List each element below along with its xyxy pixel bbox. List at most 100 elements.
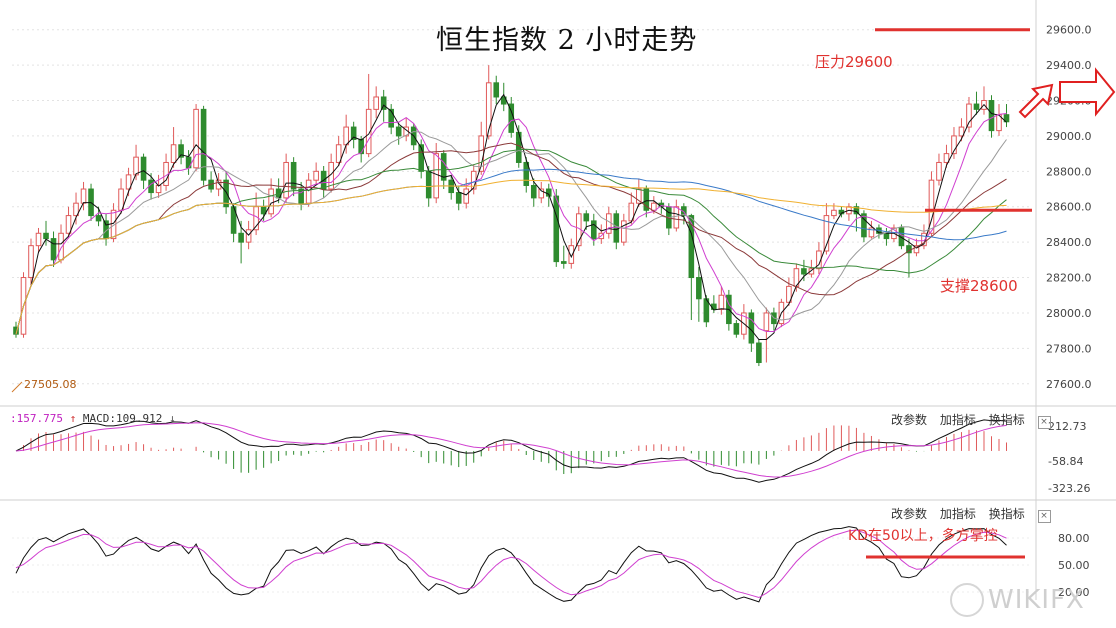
candle-body bbox=[133, 156, 139, 176]
candle-body bbox=[178, 144, 184, 158]
watermark-logo-icon bbox=[950, 583, 984, 617]
candle-body bbox=[733, 323, 740, 335]
candle-body bbox=[861, 213, 867, 238]
kd-tick-label: 50.00 bbox=[1058, 559, 1090, 572]
candle-body bbox=[170, 144, 177, 163]
candle-body bbox=[455, 192, 462, 204]
candle-body bbox=[613, 213, 620, 243]
add-indicator-button[interactable]: 加指标 bbox=[939, 507, 976, 521]
candle-body bbox=[290, 161, 297, 190]
candle-body bbox=[298, 188, 304, 204]
candle-body bbox=[380, 96, 387, 110]
candle-body bbox=[43, 232, 49, 240]
arrow-up-right-icon bbox=[1018, 83, 1054, 119]
candle-body bbox=[651, 202, 657, 211]
candle-body bbox=[305, 179, 312, 204]
swap-indicator-button[interactable]: 换指标 bbox=[988, 413, 1025, 427]
candle-body bbox=[988, 100, 995, 132]
candle-body bbox=[786, 285, 792, 303]
close-panel-button[interactable]: × bbox=[1037, 416, 1051, 429]
ma-line-gray bbox=[15, 130, 1007, 335]
candle-body bbox=[936, 161, 942, 181]
y-tick-label: 27600.0 bbox=[1046, 378, 1092, 391]
candle-body bbox=[756, 342, 762, 364]
candle-body bbox=[583, 213, 590, 222]
candle-body bbox=[853, 206, 860, 215]
y-tick-label: 29600.0 bbox=[1046, 24, 1092, 37]
arrow-right-icon bbox=[1059, 67, 1116, 117]
macd-dea-line bbox=[15, 422, 1007, 478]
candle-body bbox=[95, 215, 102, 222]
resistance-annotation: 压力29600 bbox=[815, 53, 893, 71]
candle-body bbox=[883, 232, 890, 240]
macd-tick-label: 212.73 bbox=[1048, 420, 1087, 433]
candle-body bbox=[868, 227, 875, 238]
modify-params-button[interactable]: 改参数 bbox=[891, 413, 928, 427]
ma-line-magenta bbox=[15, 113, 1007, 335]
swap-indicator-button[interactable]: 换指标 bbox=[988, 507, 1025, 521]
candle-body bbox=[636, 188, 642, 204]
candle-body bbox=[523, 161, 530, 186]
y-tick-label: 29000.0 bbox=[1046, 130, 1092, 143]
candle-body bbox=[73, 202, 79, 217]
support-annotation: 支撑28600 bbox=[940, 277, 1018, 295]
arrow-down-icon: ↓ bbox=[168, 412, 176, 425]
candle-body bbox=[921, 232, 927, 247]
candle-body bbox=[238, 232, 244, 243]
candle-body bbox=[313, 170, 319, 181]
candle-body bbox=[80, 188, 87, 204]
candle-body bbox=[463, 188, 470, 204]
candle-body bbox=[35, 232, 42, 247]
low-value-label: 27505.08 bbox=[24, 378, 77, 391]
candle-body bbox=[215, 179, 222, 190]
kd-d-line bbox=[15, 529, 1007, 599]
candle-body bbox=[335, 144, 342, 163]
y-tick-label: 28000.0 bbox=[1046, 307, 1092, 320]
candle-body bbox=[200, 108, 207, 181]
y-tick-label: 28600.0 bbox=[1046, 201, 1092, 214]
modify-params-button[interactable]: 改参数 bbox=[891, 507, 928, 521]
candle-body bbox=[951, 135, 957, 155]
macd-legend: :157.775 ↑ MACD:109.912 ↓ bbox=[10, 412, 176, 425]
candle-body bbox=[898, 227, 905, 247]
ma-line-brown bbox=[15, 142, 1007, 335]
candle-body bbox=[395, 126, 402, 137]
y-tick-label: 28800.0 bbox=[1046, 165, 1092, 178]
candle-body bbox=[688, 215, 695, 279]
candle-body bbox=[140, 156, 147, 181]
macd-toolbar: 改参数 加指标 换指标 × bbox=[882, 411, 1051, 429]
candle-body bbox=[425, 170, 432, 199]
candle-body bbox=[621, 220, 627, 243]
candle-body bbox=[260, 206, 267, 215]
arrow-up-icon: ↑ bbox=[69, 412, 77, 425]
candle-body bbox=[485, 82, 492, 137]
y-tick-label: 28400.0 bbox=[1046, 236, 1092, 249]
candle-body bbox=[283, 161, 289, 199]
kd-tick-label: 80.00 bbox=[1058, 532, 1090, 545]
ma-line-black bbox=[15, 93, 1007, 340]
candle-body bbox=[718, 294, 725, 310]
candle-body bbox=[763, 312, 770, 332]
candle-body bbox=[913, 245, 920, 254]
candle-body bbox=[365, 108, 372, 155]
candle-body bbox=[560, 261, 567, 264]
watermark-text: WIKIFX bbox=[988, 585, 1085, 615]
candle-body bbox=[801, 268, 807, 275]
candle-body bbox=[545, 188, 552, 197]
macd-tick-label: -323.26 bbox=[1048, 482, 1090, 495]
candle-body bbox=[28, 245, 34, 279]
macd-prefix-value: :157.775 bbox=[10, 412, 63, 425]
close-panel-button[interactable]: × bbox=[1037, 510, 1051, 523]
y-tick-label: 29400.0 bbox=[1046, 59, 1092, 72]
candle-body bbox=[808, 268, 815, 275]
candle-body bbox=[418, 144, 425, 172]
candle-body bbox=[125, 174, 132, 190]
candle-body bbox=[350, 126, 357, 140]
candle-body bbox=[193, 108, 199, 169]
macd-value: MACD:109.912 bbox=[82, 412, 163, 425]
kd-annotation: KD在50以上，多方掌控 bbox=[848, 528, 998, 544]
candle-body bbox=[493, 82, 500, 98]
add-indicator-button[interactable]: 加指标 bbox=[939, 413, 976, 427]
candle-body bbox=[223, 179, 229, 208]
